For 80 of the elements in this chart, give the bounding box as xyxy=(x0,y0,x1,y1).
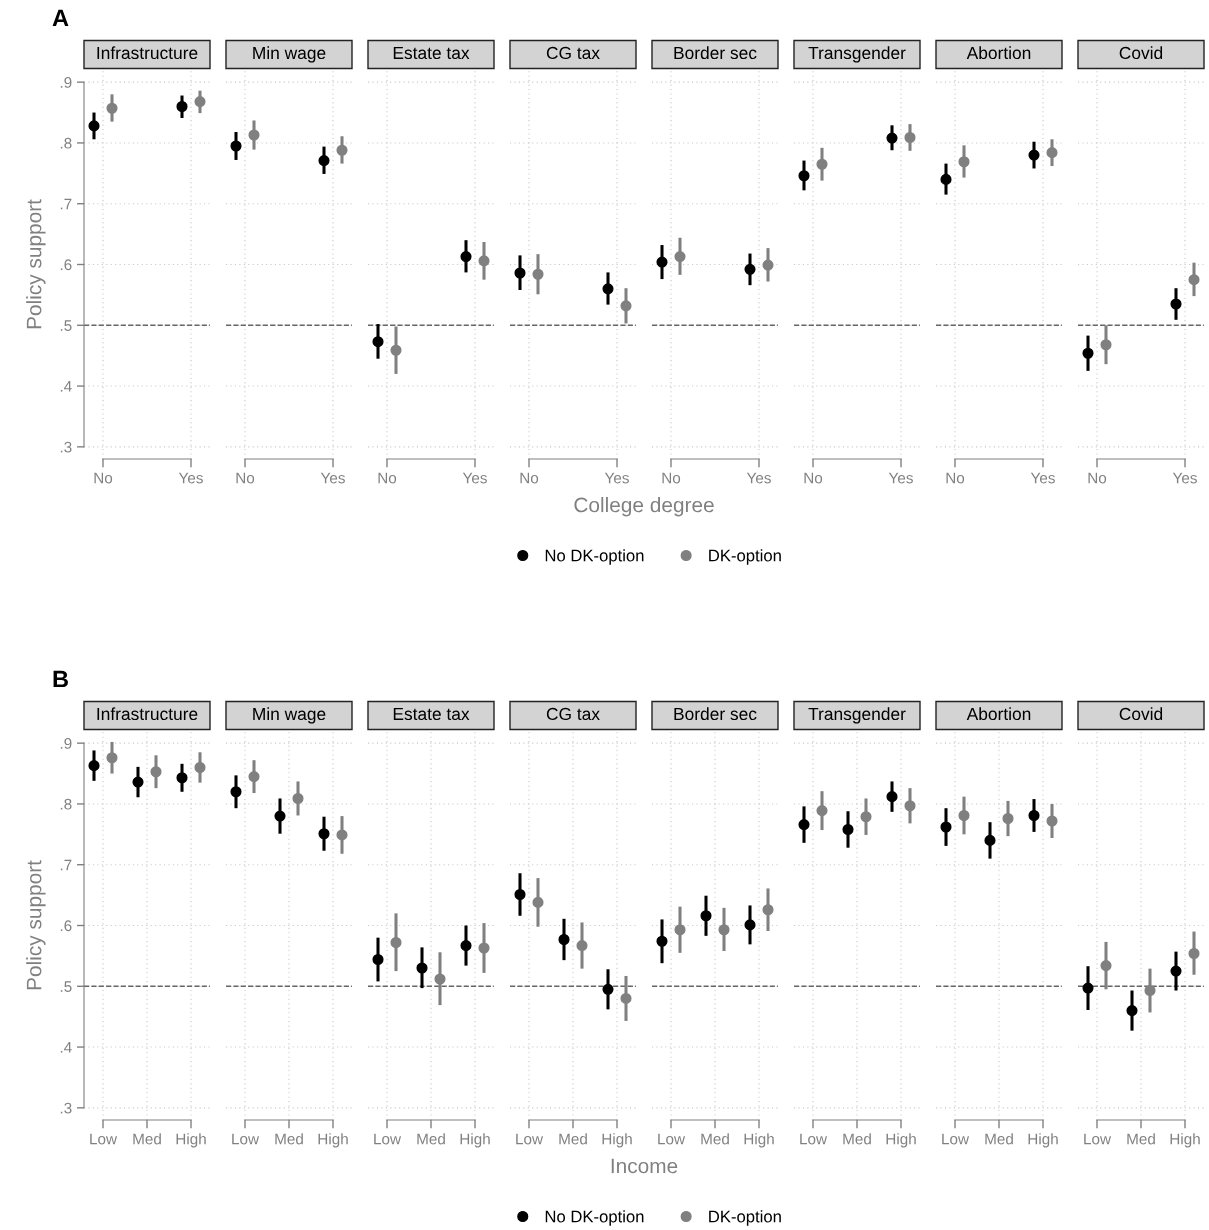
y-tick-label: .6 xyxy=(60,259,72,271)
x-tick-label: High xyxy=(1028,1133,1058,1148)
x-tick-label: High xyxy=(602,1133,632,1148)
y-axis-title: Policy support xyxy=(26,199,46,329)
x-tick-label: Med xyxy=(1127,1133,1155,1145)
x-tick-label: High xyxy=(1170,1133,1200,1148)
legend-label: No DK-option xyxy=(545,1210,644,1226)
x-tick-label: Med xyxy=(559,1133,587,1145)
chart-title: Border sec xyxy=(674,46,757,60)
x-tick-label: Low xyxy=(516,1133,544,1145)
x-tick-label: Med xyxy=(133,1133,161,1145)
x-tick-label: Low xyxy=(232,1133,260,1145)
x-tick-label: High xyxy=(318,1133,348,1148)
chart-title: Transgender xyxy=(808,46,906,63)
chart-title: Transgender xyxy=(808,707,906,724)
x-axis-title: College degree xyxy=(574,497,714,517)
chart-title: Covid xyxy=(1119,46,1163,60)
chart-title: CG tax xyxy=(546,46,600,60)
text: A xyxy=(52,9,69,27)
x-tick-label: No xyxy=(520,472,539,484)
x-tick-label: Yes xyxy=(1030,472,1055,484)
x-tick-label: Yes xyxy=(746,472,771,484)
y-tick-label: .3 xyxy=(60,441,72,453)
y-tick-label: .7 xyxy=(60,198,72,210)
chart-title: Border sec xyxy=(674,707,757,721)
chart-title: Infrastructure xyxy=(97,707,198,721)
x-tick-label: Med xyxy=(701,1133,729,1145)
y-tick-label: .6 xyxy=(60,920,72,932)
x-tick-label: Yes xyxy=(320,472,345,484)
x-tick-label: High xyxy=(744,1133,774,1148)
x-tick-label: Yes xyxy=(604,472,629,484)
legend-label: DK-option xyxy=(709,1210,781,1226)
legend-label: No DK-option xyxy=(545,549,644,565)
x-tick-label: Low xyxy=(942,1133,970,1145)
x-tick-label: Med xyxy=(417,1133,445,1145)
y-tick-label: .5 xyxy=(60,981,72,992)
x-tick-label: Yes xyxy=(462,472,487,484)
x-tick-label: Yes xyxy=(1172,472,1197,484)
x-tick-label: Yes xyxy=(888,472,913,484)
x-tick-label: Low xyxy=(90,1133,118,1145)
x-tick-label: Low xyxy=(1084,1133,1112,1145)
y-tick-label: .9 xyxy=(60,77,72,88)
x-tick-label: No xyxy=(804,472,823,484)
chart-title: Abortion xyxy=(966,707,1031,721)
x-tick-label: High xyxy=(176,1133,206,1148)
y-tick-label: .8 xyxy=(60,137,72,149)
x-tick-label: High xyxy=(886,1133,916,1148)
chart-title: Abortion xyxy=(966,46,1031,60)
y-tick-label: .7 xyxy=(60,859,72,871)
x-tick-label: Med xyxy=(843,1133,871,1145)
x-tick-label: Low xyxy=(374,1133,402,1145)
x-axis-title: Income xyxy=(611,1158,678,1174)
y-tick-label: .4 xyxy=(60,381,72,392)
y-tick-label: .3 xyxy=(60,1102,72,1114)
chart-title: Covid xyxy=(1119,707,1163,721)
text: B xyxy=(53,670,68,688)
y-tick-label: .9 xyxy=(60,738,72,749)
x-tick-label: No xyxy=(236,472,255,484)
x-tick-label: No xyxy=(1088,472,1107,484)
legend-label: DK-option xyxy=(709,549,781,565)
chart-title: Min wage xyxy=(253,707,326,724)
x-tick-label: Low xyxy=(658,1133,686,1145)
chart-title: Min wage xyxy=(253,46,326,63)
x-tick-label: High xyxy=(460,1133,490,1148)
x-tick-label: No xyxy=(946,472,965,484)
x-tick-label: No xyxy=(94,472,113,484)
x-tick-label: Med xyxy=(275,1133,303,1145)
chart-title: Estate tax xyxy=(393,46,470,60)
x-tick-label: No xyxy=(662,472,681,484)
x-tick-label: Yes xyxy=(178,472,203,484)
y-tick-label: .4 xyxy=(60,1042,72,1053)
chart-title: Estate tax xyxy=(393,707,470,721)
y-axis-title: Policy support xyxy=(26,860,46,990)
chart-title: CG tax xyxy=(546,707,600,721)
x-tick-label: Med xyxy=(985,1133,1013,1145)
x-tick-label: No xyxy=(378,472,397,484)
y-tick-label: .8 xyxy=(60,798,72,810)
x-tick-label: Low xyxy=(800,1133,828,1145)
chart-title: Infrastructure xyxy=(97,46,198,60)
y-tick-label: .5 xyxy=(60,320,72,331)
